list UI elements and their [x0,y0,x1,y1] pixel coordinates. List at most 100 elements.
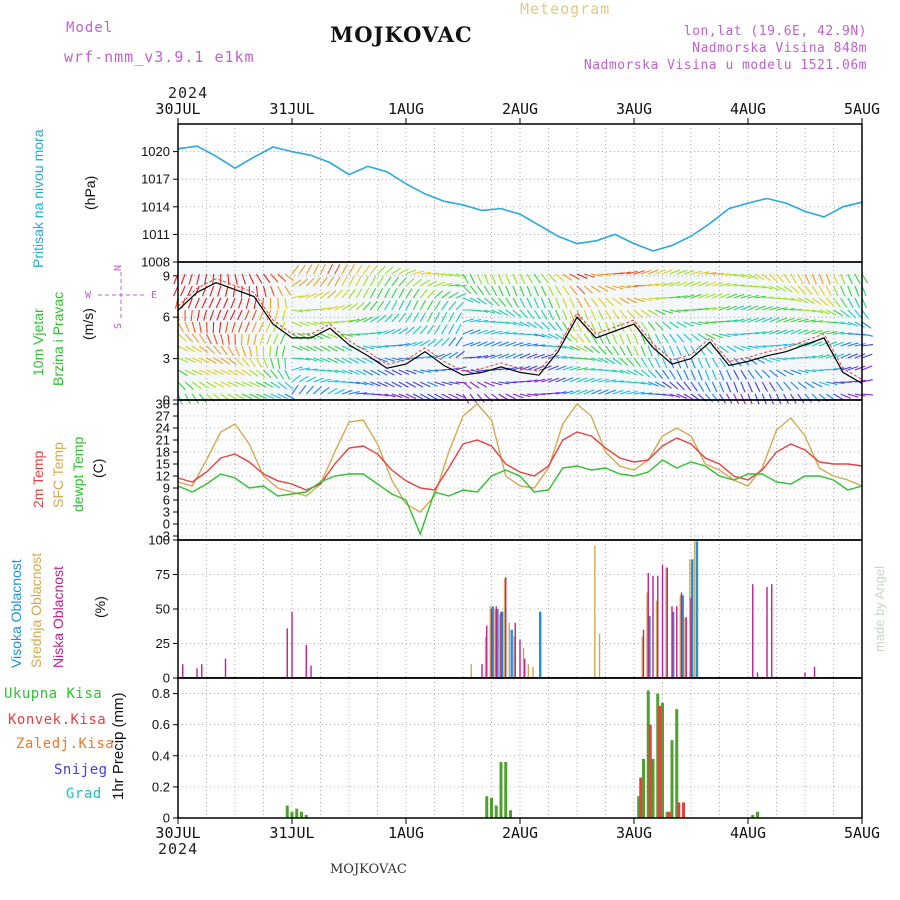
wind-vector [775,393,782,405]
wind-vector [420,369,432,373]
wind-vector [206,357,217,364]
wind-vector [562,365,574,371]
wind-vector [420,355,432,359]
cloud-bar-mid [684,617,686,678]
wind-vector [419,393,431,400]
precip-bar-total [651,758,655,818]
wind-vector [426,300,434,311]
wind-vector [769,306,781,311]
wind-vector [733,273,745,278]
wind-vector [526,353,538,359]
wind-vector [804,329,816,335]
wind-vector [819,354,830,359]
y-tick-label: 3 [163,505,170,520]
wind-vector [237,309,243,321]
wind-vector [619,297,630,305]
wind-vector [355,369,367,376]
wind-vector [576,389,588,395]
wind-vector [797,285,806,295]
wind-vector [626,297,638,304]
wind-vector [704,357,711,369]
precip-legend-conv: Konvek.Kisa [8,712,107,728]
wind-vector [548,333,559,340]
y-tick-label: 15 [156,457,170,472]
wind-vector [491,381,503,386]
wind-vector [177,345,189,352]
wind-vector [273,333,279,345]
wind-vector [698,307,710,311]
x-label-bottom: 5AUG [844,824,880,842]
wind-vector [591,378,602,383]
wind-vector [654,369,663,379]
wind-vector [441,311,448,323]
wind-vector [776,381,784,392]
wind-vector [320,357,331,363]
wind-vector [455,323,462,335]
wind-vector [384,287,391,299]
wind-vector [256,369,266,378]
wind-vector [768,393,775,405]
wind-vector [840,273,846,285]
wind-vector [391,357,403,362]
cloud-bar-low [481,664,483,678]
wind-vector [341,333,353,337]
wind-vector [306,376,317,383]
cloud-bar-low [486,625,488,678]
wind-vector [270,393,281,399]
wind-vector [405,299,412,311]
wind-vector [804,381,815,389]
wind-vector [363,345,375,350]
wind-vector [455,312,462,323]
wind-vector [540,309,548,320]
wind-vector [576,333,585,343]
temp-sfc-line [177,402,863,513]
wind-vector [676,393,688,399]
wind-vector [355,275,362,287]
wind-vector [590,345,600,354]
wind-vector [605,379,617,383]
cloud-bar-mid [532,666,534,678]
wind-vector [590,297,599,308]
cloud-bar-low [500,611,502,678]
wind-vector [576,377,588,383]
wind-vector [740,273,752,279]
wind-vector [526,297,533,309]
wind-vector [441,337,450,347]
wind-vector [576,367,588,371]
wind-vector [291,384,299,395]
wind-vector [712,282,724,287]
wind-vector [398,369,410,375]
wind-vector [690,321,702,326]
wind-vector [231,321,236,333]
wind-vector [512,285,518,297]
model-label: Model [66,20,114,36]
wind-vector [448,283,460,287]
wind-vector [597,345,607,355]
wind-vector [633,270,645,275]
wind-vector [690,381,698,392]
wind-vector [555,365,567,371]
y-tick-label: 1011 [142,227,170,242]
wind-vector [270,381,281,389]
wind-vector [519,297,526,309]
wind-vector [676,369,683,380]
wind-vector [847,273,853,285]
wind-vector [448,393,459,400]
wind-vector [540,273,549,283]
precip-bar-total [485,796,489,818]
wind-vector [427,393,438,400]
wind-vector [199,357,210,364]
wind-vector [277,285,284,297]
wind-vector [783,317,795,323]
wind-vector [469,329,481,335]
wind-vector [712,293,723,299]
wind-vector [847,393,859,398]
wind-vector [583,377,595,383]
wind-vector [320,386,330,395]
wind-vector [462,273,469,284]
wind-vector [605,345,613,355]
y-tick-label: -3 [158,529,170,544]
wind-vector [733,284,745,287]
wind-vector [244,321,250,333]
wind-vector [519,353,531,359]
